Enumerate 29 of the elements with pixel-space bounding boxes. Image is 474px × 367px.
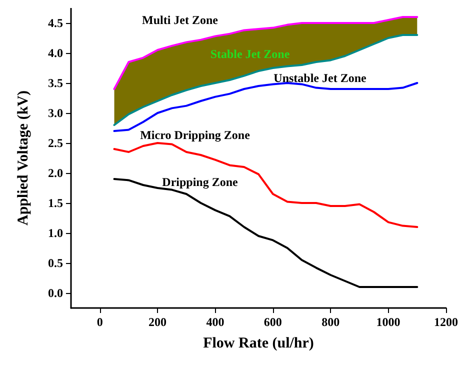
y-axis-title: Applied Voltage (kV): [16, 90, 32, 226]
y-tick-label: 1.5: [48, 196, 63, 210]
annotation: Unstable Jet Zone: [274, 71, 368, 85]
x-tick-label: 1200: [434, 315, 458, 329]
line-series: [113, 34, 418, 126]
y-tick-label: 1.0: [48, 226, 63, 240]
y-tick-label: 2.5: [48, 136, 63, 150]
x-tick-label: 1000: [376, 315, 400, 329]
x-tick-label: 400: [206, 315, 224, 329]
y-tick-label: 0.5: [48, 256, 63, 270]
y-tick-label: 2.0: [48, 166, 63, 180]
line-series: [113, 82, 418, 132]
line-series: [113, 142, 418, 228]
y-tick-label: 3.0: [48, 106, 63, 120]
x-tick-label: 600: [264, 315, 282, 329]
x-axis-title: Flow Rate (ul/hr): [203, 336, 314, 352]
x-tick-label: 0: [96, 315, 103, 329]
line-series: [113, 16, 418, 90]
annotation: Stable Jet Zone: [210, 47, 290, 61]
annotation: Micro Dripping Zone: [140, 128, 251, 142]
y-tick-label: 4.0: [48, 46, 63, 60]
y-tick-label: 4.5: [48, 16, 63, 30]
annotation: Multi Jet Zone: [142, 13, 219, 27]
x-tick-label: 800: [322, 315, 340, 329]
line-series: [113, 178, 418, 288]
annotation: Dripping Zone: [162, 175, 239, 189]
y-tick-label: 0.0: [48, 286, 63, 300]
y-tick-label: 3.5: [48, 76, 63, 90]
x-tick-label: 200: [148, 315, 167, 329]
